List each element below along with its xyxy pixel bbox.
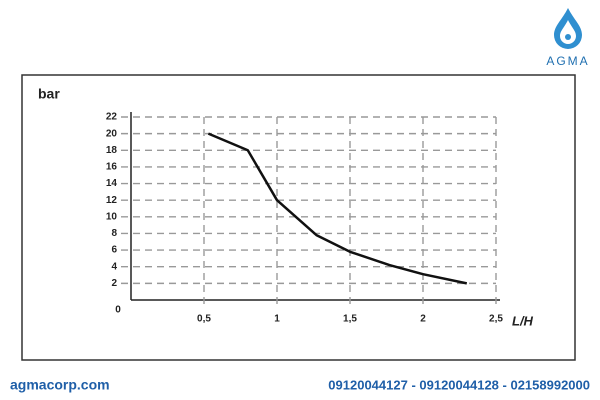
- y-tick-label: 8: [111, 228, 117, 239]
- y-tick-label: 22: [106, 112, 118, 123]
- phones: 09120044127 - 09120044128 - 02158992000: [328, 377, 590, 392]
- website: agmacorp.com: [10, 377, 110, 393]
- chart-frame: [21, 74, 576, 361]
- y-tick-label: 4: [111, 261, 117, 272]
- y-tick-label: 16: [106, 162, 118, 173]
- x-tick-label: 0: [115, 305, 121, 316]
- x-tick-label: 0,5: [197, 314, 211, 325]
- logo-icon: [554, 8, 582, 49]
- logo-text: AGMA: [546, 54, 589, 68]
- x-axis-label: L/H: [512, 313, 534, 328]
- y-tick-label: 6: [111, 245, 117, 256]
- y-axis-label: bar: [38, 86, 60, 102]
- x-tick-label: 2: [420, 314, 426, 325]
- curve: [207, 132, 468, 285]
- y-tick-label: 12: [106, 195, 118, 206]
- y-tick-label: 10: [106, 211, 118, 222]
- y-tick-label: 20: [106, 128, 118, 139]
- x-tick-label: 2,5: [489, 314, 503, 325]
- x-tick-label: 1: [274, 314, 280, 325]
- y-tick-label: 2: [111, 278, 117, 289]
- y-tick-label: 14: [106, 178, 118, 189]
- x-tick-label: 1,5: [343, 314, 357, 325]
- y-tick-label: 18: [106, 145, 118, 156]
